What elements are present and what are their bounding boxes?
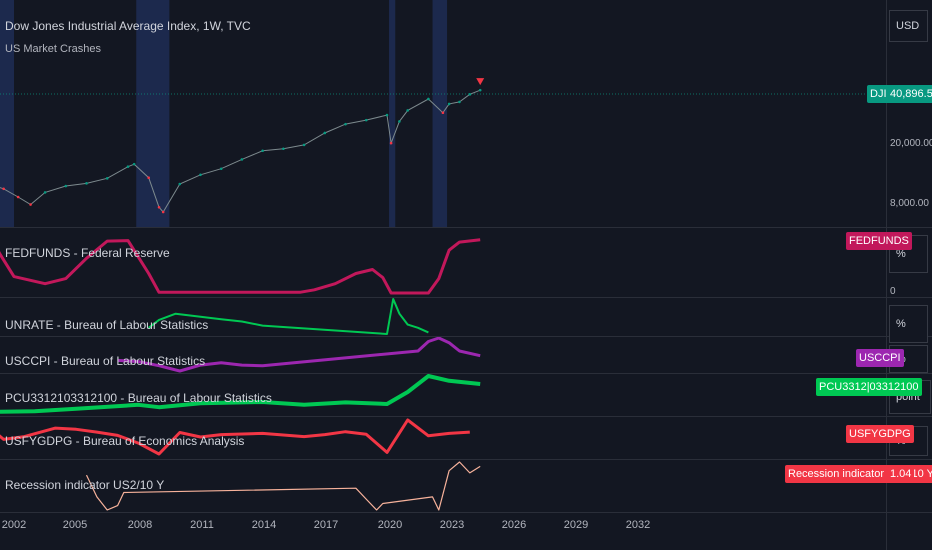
price-point bbox=[447, 102, 451, 106]
chart-plot-area[interactable] bbox=[0, 0, 886, 550]
series-line bbox=[0, 418, 470, 456]
price-point bbox=[240, 158, 244, 161]
pane-separator[interactable] bbox=[0, 416, 932, 417]
recession-band bbox=[136, 0, 170, 227]
price-point bbox=[157, 205, 161, 209]
price-point bbox=[385, 113, 389, 117]
time-tick: 2032 bbox=[625, 519, 651, 531]
pane-title: FEDFUNDS - Federal Reserve bbox=[5, 246, 170, 260]
pane-title: Recession indicator US2/10 Y bbox=[5, 478, 165, 492]
series-tag: USCCPI bbox=[856, 349, 904, 367]
pane-title: UNRATE - Bureau of Labour Statistics bbox=[5, 318, 209, 332]
price-point bbox=[282, 147, 285, 151]
price-point bbox=[389, 141, 393, 145]
pane-separator[interactable] bbox=[0, 459, 932, 460]
time-tick: 2005 bbox=[62, 519, 88, 531]
series-tag: USFYGDPG bbox=[846, 425, 914, 443]
time-tick: 2014 bbox=[251, 519, 277, 531]
pane-separator[interactable] bbox=[0, 297, 932, 298]
time-tick: 2023 bbox=[439, 519, 465, 531]
price-point bbox=[364, 118, 368, 122]
price-point bbox=[344, 122, 347, 126]
currency-button[interactable]: USD bbox=[889, 10, 928, 42]
time-axis-separator bbox=[0, 512, 932, 513]
chart-title: Dow Jones Industrial Average Index, 1W, … bbox=[5, 19, 251, 33]
price-tick: 20,000.00 bbox=[890, 138, 932, 149]
series-tag: FEDFUNDS bbox=[846, 232, 912, 250]
time-tick: 2017 bbox=[313, 519, 339, 531]
price-point bbox=[219, 167, 223, 171]
price-point bbox=[161, 210, 165, 214]
price-series-line bbox=[0, 89, 481, 213]
pane-title: USCCPI - Bureau of Labour Statistics bbox=[5, 354, 206, 368]
price-point bbox=[43, 191, 47, 194]
price-point bbox=[398, 120, 401, 123]
recession-band bbox=[432, 0, 448, 227]
price-point bbox=[85, 182, 88, 185]
time-tick: 2026 bbox=[501, 519, 527, 531]
price-tick: 8,000.00 bbox=[890, 198, 929, 209]
series-line bbox=[148, 298, 429, 335]
unit-button[interactable]: % bbox=[889, 305, 928, 343]
pane-title: PCU3312103312100 - Bureau of Labour Stat… bbox=[5, 391, 272, 405]
time-tick: 2008 bbox=[127, 519, 153, 531]
recession-band bbox=[0, 0, 14, 227]
price-point bbox=[302, 143, 306, 147]
price-point bbox=[427, 97, 430, 101]
time-tick: 2002 bbox=[1, 519, 27, 531]
price-point bbox=[132, 162, 136, 166]
price-point bbox=[178, 182, 182, 186]
series-line bbox=[0, 374, 481, 414]
time-tick: 2011 bbox=[190, 519, 214, 531]
recession-band bbox=[389, 0, 396, 227]
price-point bbox=[458, 100, 461, 104]
pane-separator[interactable] bbox=[0, 373, 932, 374]
pane-separator[interactable] bbox=[0, 336, 932, 337]
crash-marker-icon bbox=[476, 78, 485, 86]
time-tick: 2020 bbox=[377, 519, 403, 531]
pane-separator[interactable] bbox=[0, 227, 932, 228]
series-line bbox=[0, 238, 481, 295]
price-point bbox=[478, 88, 482, 92]
price-point bbox=[468, 93, 472, 96]
series-tag: PCU3312|03312100 bbox=[816, 378, 922, 396]
price-point bbox=[323, 131, 327, 135]
chart-canvas[interactable] bbox=[0, 0, 886, 550]
price-point bbox=[441, 111, 445, 115]
pane-title: USFYGDPG - Bureau of Economics Analysis bbox=[5, 434, 245, 448]
price-point bbox=[64, 184, 68, 188]
price-point bbox=[2, 187, 5, 191]
price-point bbox=[261, 149, 264, 153]
price-point bbox=[29, 203, 32, 206]
series-value-tag: 1.04 bbox=[887, 465, 915, 483]
price-point bbox=[16, 195, 20, 199]
series-line bbox=[117, 336, 481, 373]
time-tick: 2029 bbox=[563, 519, 589, 531]
symbol-tag: DJI bbox=[867, 85, 890, 103]
last-price-tag: 40,896.54 bbox=[887, 85, 932, 103]
price-point bbox=[406, 109, 409, 112]
price-point bbox=[199, 173, 202, 177]
price-point bbox=[147, 176, 150, 180]
price-point bbox=[105, 177, 109, 180]
pane-tick: 0 bbox=[890, 286, 896, 297]
price-point bbox=[126, 165, 130, 168]
indicator-title: US Market Crashes bbox=[5, 43, 101, 55]
